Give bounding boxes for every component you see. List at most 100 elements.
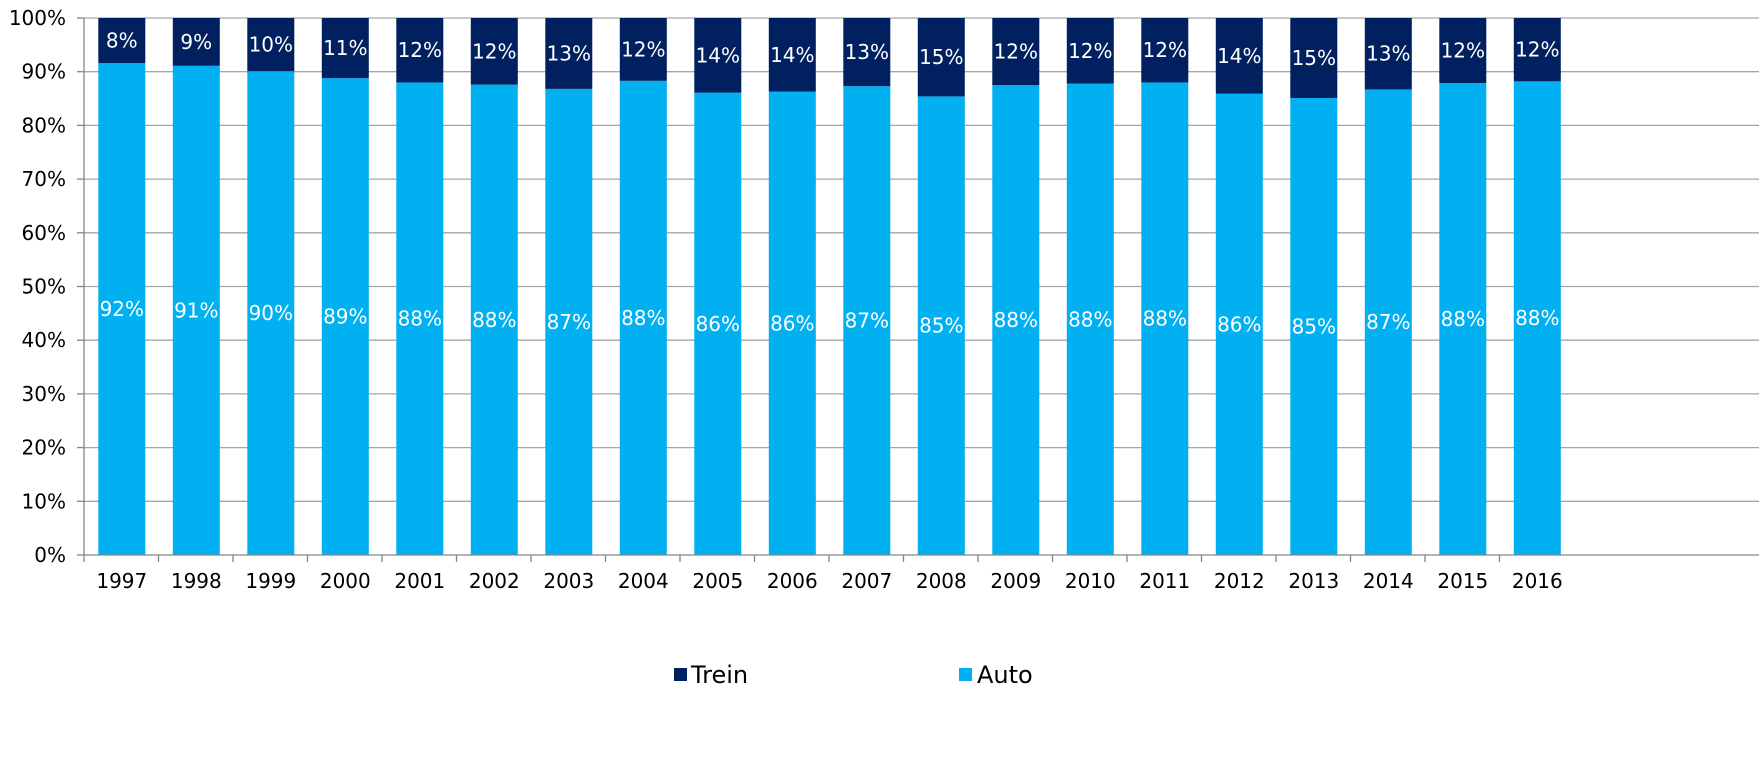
y-tick-label: 0% (34, 543, 66, 567)
data-label-auto: 88% (398, 307, 442, 331)
x-tick-label: 2014 (1363, 569, 1414, 593)
bar-trein (1290, 18, 1338, 99)
bar-auto (321, 78, 369, 556)
bar-trein (694, 18, 742, 93)
data-label-trein: 9% (180, 30, 212, 54)
x-tick-label: 2012 (1214, 569, 1265, 593)
bar-trein (247, 18, 295, 72)
y-tick-label: 50% (22, 275, 66, 299)
bar-auto (1141, 82, 1189, 555)
bar-auto (545, 88, 593, 555)
x-axis-ticks: 1997 1998 1999 2000 2001 2002 2003 2004 2005 2006… (96, 569, 1562, 593)
data-label-auto: 87% (547, 310, 591, 334)
x-tick-label: 2008 (916, 569, 967, 593)
data-label-trein: 13% (1366, 42, 1410, 66)
data-label-trein: 12% (621, 37, 665, 61)
bar-trein (470, 18, 518, 85)
x-tick-label: 2015 (1437, 569, 1488, 593)
data-label-auto: 86% (1217, 312, 1261, 336)
y-tick-label: 90% (22, 60, 66, 84)
bar-auto (619, 80, 667, 555)
x-tick-label: 2000 (320, 569, 371, 593)
bar-trein (321, 18, 369, 79)
bar-trein (843, 18, 891, 87)
bar-trein (98, 18, 146, 64)
data-label-trein: 10% (249, 33, 293, 57)
bar-trein (1066, 18, 1114, 84)
bar-auto (768, 91, 816, 555)
data-label-auto: 90% (249, 301, 293, 325)
bar-auto (992, 85, 1040, 555)
data-labels: 92% 8% 91% 9% 90% 10% 89% 11% 88% 12% 88% 12% 87% 13%… (100, 29, 1560, 339)
data-label-trein: 14% (1217, 44, 1261, 68)
x-tick-label: 1998 (171, 569, 222, 593)
bar-auto (1364, 89, 1412, 556)
data-label-trein: 14% (770, 43, 814, 67)
data-label-trein: 12% (398, 38, 442, 62)
data-label-auto: 87% (1366, 310, 1410, 334)
y-tick-label: 30% (22, 382, 66, 406)
data-label-auto: 88% (1143, 307, 1187, 331)
data-label-trein: 12% (1441, 38, 1485, 62)
bar-auto (396, 82, 444, 555)
bar-trein (1513, 18, 1561, 82)
x-tick-label: 2001 (394, 569, 445, 593)
data-label-auto: 88% (1068, 307, 1112, 331)
legend-label-trein: Trein (690, 661, 748, 689)
axes (77, 17, 1759, 562)
bar-auto (843, 86, 891, 555)
data-label-auto: 92% (100, 297, 144, 321)
data-label-trein: 12% (472, 39, 516, 63)
bars (98, 18, 1561, 556)
data-label-trein: 12% (994, 40, 1038, 64)
y-tick-label: 100% (9, 6, 66, 30)
bar-auto (1439, 82, 1487, 556)
x-tick-label: 2005 (692, 569, 743, 593)
data-label-auto: 88% (994, 308, 1038, 332)
bar-trein (396, 18, 444, 83)
x-tick-label: 2006 (767, 569, 818, 593)
data-label-auto: 89% (323, 305, 367, 329)
data-label-auto: 88% (472, 308, 516, 332)
bar-auto (98, 63, 146, 555)
y-tick-label: 20% (22, 436, 66, 460)
y-tick-label: 10% (22, 489, 66, 513)
data-label-auto: 86% (770, 311, 814, 335)
data-label-trein: 13% (845, 40, 889, 64)
x-tick-label: 2011 (1139, 569, 1190, 593)
y-tick-label: 40% (22, 328, 66, 352)
bar-auto (1513, 81, 1561, 555)
x-tick-label: 2002 (469, 569, 520, 593)
data-label-auto: 91% (174, 298, 218, 322)
bar-auto (172, 65, 220, 555)
data-label-auto: 88% (621, 306, 665, 330)
bar-auto (1290, 98, 1338, 555)
data-label-trein: 12% (1068, 39, 1112, 63)
x-tick-label: 1997 (96, 569, 147, 593)
x-tick-label: 2007 (841, 569, 892, 593)
legend-swatch-trein (674, 668, 687, 681)
bar-auto (1215, 93, 1263, 555)
bar-auto (247, 71, 295, 556)
data-label-trein: 11% (323, 36, 367, 60)
data-label-trein: 12% (1515, 38, 1559, 62)
bar-auto (694, 92, 742, 555)
bar-trein (992, 18, 1040, 86)
bar-auto (917, 96, 965, 555)
data-label-trein: 14% (696, 43, 740, 67)
legend-label-auto: Auto (977, 661, 1033, 689)
legend-swatch-auto (959, 668, 972, 681)
data-label-auto: 85% (1292, 315, 1336, 339)
bar-trein (545, 18, 593, 89)
data-label-trein: 13% (547, 41, 591, 65)
bar-trein (1215, 18, 1263, 94)
x-tick-label: 1999 (245, 569, 296, 593)
x-tick-label: 2016 (1512, 569, 1563, 593)
bar-trein (917, 18, 965, 97)
data-label-trein: 15% (1292, 46, 1336, 70)
y-tick-label: 70% (22, 167, 66, 191)
bar-auto (1066, 83, 1114, 555)
x-tick-label: 2013 (1288, 569, 1339, 593)
data-label-trein: 12% (1143, 38, 1187, 62)
